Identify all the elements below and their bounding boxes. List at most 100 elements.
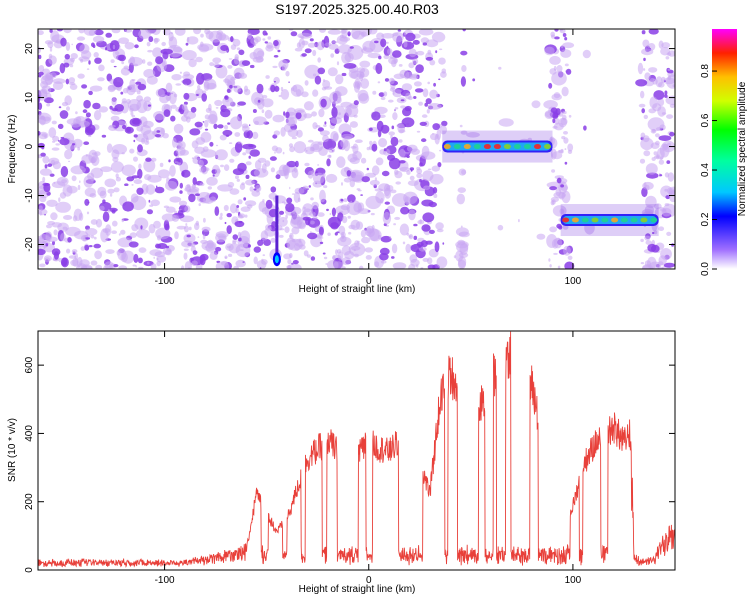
noise-blob [549,226,557,233]
x-tick-label: -100 [155,276,175,287]
noise-blob [86,68,90,70]
noise-blob [83,235,86,238]
noise-blob [317,164,319,166]
noise-blob [223,164,230,172]
noise-blob [250,37,259,45]
noise-blob [107,209,111,213]
noise-blob [111,230,117,234]
noise-blob [80,50,92,60]
noise-blob [377,129,382,138]
noise-blob [341,266,346,269]
noise-blob [229,158,235,163]
noise-blob [118,265,127,269]
noise-blob [295,89,302,97]
noise-blob [292,85,298,93]
noise-blob [205,242,216,253]
noise-blob [178,108,182,112]
noise-blob [640,238,644,243]
noise-blob [270,186,277,193]
noise-blob [245,161,252,166]
noise-blob [229,84,233,89]
noise-blob [380,124,390,134]
noise-blob [328,147,335,153]
noise-blob [182,78,192,86]
noise-blob [403,191,418,205]
noise-blob [153,111,166,121]
noise-blob [53,229,58,236]
noise-blob [156,130,161,133]
noise-blob [273,130,281,136]
noise-blob [90,235,95,239]
noise-blob [81,84,88,89]
noise-blob [85,112,91,118]
noise-blob [63,215,73,220]
noise-blob [367,29,378,35]
noise-blob [234,132,241,137]
noise-blob [322,252,326,255]
noise-blob [652,231,655,235]
noise-blob [85,154,88,157]
noise-blob [80,264,93,269]
noise-blob [434,133,440,145]
noise-blob [85,228,98,236]
noise-blob [399,223,410,236]
noise-blob [136,187,144,195]
noise-blob [198,203,201,207]
noise-blob [643,114,648,120]
noise-blob [304,48,312,54]
noise-blob [353,100,359,106]
noise-blob [228,253,233,257]
noise-blob [355,221,364,230]
noise-blob [59,138,70,146]
noise-blob [319,29,326,33]
carrier-segment-1-halo [442,130,553,163]
noise-blob [422,88,429,98]
noise-blob [359,60,371,68]
noise-blob [51,147,60,151]
noise-blob [398,139,403,143]
noise-blob [93,52,99,58]
noise-blob [53,251,60,260]
noise-blob [317,67,326,75]
noise-blob [656,147,665,160]
noise-blob [129,232,137,238]
noise-blob [457,239,466,246]
noise-blob [179,190,183,194]
noise-blob [181,103,188,111]
noise-blob [394,107,399,110]
noise-blob [133,156,138,162]
noise-blob [312,215,318,220]
noise-blob [146,75,158,85]
noise-blob [244,214,248,218]
noise-blob [429,173,444,185]
noise-blob [120,91,124,95]
noise-blob [554,36,560,40]
noise-blob [380,96,386,101]
noise-blob [144,174,152,181]
noise-blob [236,178,240,182]
noise-blob [548,82,553,89]
noise-blob [190,106,197,113]
snr-panel: -100 0 100 0 200 400 600 Height of straight l… [7,330,676,595]
noise-blob [214,206,220,217]
noise-blob [230,36,234,43]
noise-blob [307,139,314,143]
noise-blob [227,181,235,188]
noise-blob [143,68,156,78]
noise-blob [90,260,98,266]
noise-blob [642,181,654,190]
noise-blob [374,261,380,268]
noise-blob [658,255,667,266]
noise-blob [388,131,396,136]
noise-blob [417,219,425,225]
noise-blob [262,94,268,99]
noise-blob [105,249,115,255]
noise-blob [113,77,124,88]
noise-blob [413,96,417,99]
noise-blob [393,223,396,226]
noise-blob [330,131,339,142]
noise-blob [44,72,54,86]
noise-blob [416,130,421,133]
noise-blob [201,226,211,232]
